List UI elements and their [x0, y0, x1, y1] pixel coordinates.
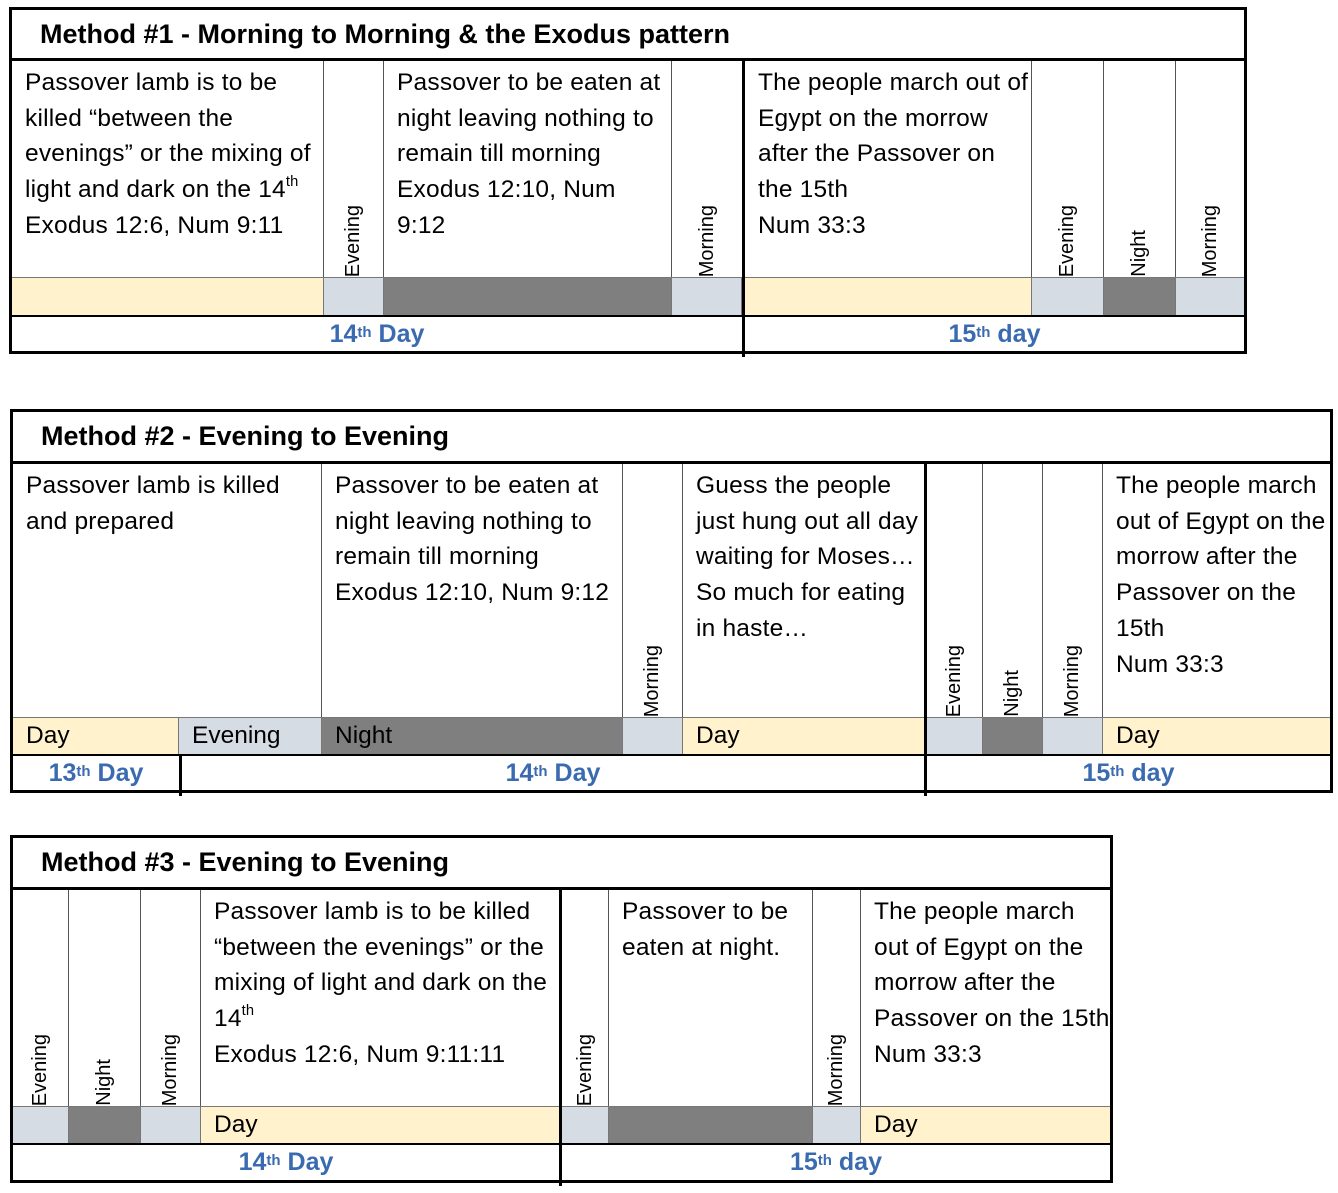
method2-title: Method #2 - Evening to Evening [13, 412, 1330, 464]
m2-bar-day: Day [13, 717, 179, 754]
m3-march-ref: Num 33:3 [874, 1040, 982, 1068]
m1-bar-morning2 [1176, 277, 1244, 315]
m2-march-cell: The people march out of Egypt on the mor… [1103, 464, 1330, 717]
m2-guess-text: Guess the people just hung out all day w… [696, 472, 919, 571]
m3-bar-evening [13, 1106, 69, 1143]
m1-morning2-label: Morning [1198, 204, 1221, 277]
m3-morning2-label: Morning [813, 890, 861, 1106]
m2-eaten-text: Passover to be eaten at night leaving no… [335, 472, 599, 571]
m3-bar-morning2 [813, 1106, 861, 1143]
m2-eaten-cell: Passover to be eaten at night leaving no… [322, 464, 623, 717]
m1-march-ref: Num 33:3 [758, 211, 866, 239]
m1-bar-evening2 [1032, 277, 1104, 315]
m1-lamb-ref: Exodus 12:6, Num 9:11 [25, 211, 284, 239]
m2-lamb-text: Passover lamb is killed and prepared [26, 472, 280, 535]
m3-divider [559, 890, 562, 1186]
m2-morning-label: Morning [623, 464, 683, 717]
m3-bar-day: Day [201, 1106, 559, 1143]
m1-divider [742, 61, 745, 357]
m3-bar-day2: Day [861, 1106, 1110, 1143]
m2-night-label: Night [983, 464, 1043, 717]
m3-night-label: Night [69, 890, 141, 1106]
m1-bar-evening [324, 277, 384, 315]
m2-march-text: The people march out of Egypt on the mor… [1116, 472, 1326, 642]
m3-march-text: The people march out of Egypt on the mor… [874, 898, 1110, 1033]
m3-lamb-text: Passover lamb is to be killed “between t… [214, 898, 548, 1033]
m1-night-label: Night [1104, 61, 1176, 277]
m1-bar-night2 [1104, 277, 1176, 315]
m2-bar-day2: Day [683, 717, 924, 754]
m3-bar-morning [141, 1106, 201, 1143]
m3-eaten-text: Passover to be eaten at night. [622, 898, 789, 961]
m1-morning-label: Morning [695, 204, 718, 277]
m1-bar-day2 [745, 277, 1032, 315]
method1-title: Method #1 - Morning to Morning & the Exo… [12, 10, 1244, 61]
m2-eaten-ref: Exodus 12:10, Num 9:12 [335, 579, 610, 607]
m3-bar-night [69, 1106, 141, 1143]
m3-bar-night2 [609, 1106, 813, 1143]
m1-bar-morning [672, 277, 742, 315]
m2-march-ref: Num 33:3 [1116, 650, 1224, 678]
m1-lamb-cell: Passover lamb is to be killed “between t… [12, 61, 324, 277]
m1-bar-night [384, 277, 672, 315]
m2-bar-night2 [983, 717, 1043, 754]
m2-bar-morning [623, 717, 683, 754]
m2-morning2-label: Morning [1043, 464, 1103, 717]
m3-lamb-cell: Passover lamb is to be killed “between t… [201, 890, 559, 1106]
m3-march-cell: The people march out of Egypt on the mor… [861, 890, 1110, 1106]
m3-evening-label: Evening [13, 890, 69, 1106]
m1-evening-label: Evening [324, 61, 384, 277]
m1-march-text: The people march out of Egypt on the mor… [758, 69, 1029, 204]
m3-evening2-label: Evening [562, 890, 609, 1106]
m2-lamb-cell: Passover lamb is killed and prepared [13, 464, 322, 717]
m3-morning-label: Morning [141, 890, 201, 1106]
m1-eaten-text: Passover to be eaten at night leaving no… [397, 69, 661, 168]
m2-bar-night: Night [322, 717, 623, 754]
m1-eaten-ref: Exodus 12:10, Num 9:12 [397, 176, 616, 239]
method2-panel: Method #2 - Evening to Evening Passover … [10, 409, 1333, 796]
m2-haste-text: So much for eating in haste… [696, 579, 906, 642]
m3-lamb-ref: Exodus 12:6, Num 9:11:11 [214, 1040, 506, 1068]
method3-title: Method #3 - Evening to Evening [13, 838, 1110, 890]
m2-divider [924, 464, 927, 796]
method1-panel: Method #1 - Morning to Morning & the Exo… [9, 7, 1247, 357]
m2-bar-evening2 [927, 717, 983, 754]
m2-evening-label: Evening [927, 464, 983, 717]
m2-bar-evening: Evening [179, 717, 322, 754]
m2-bar-morning2 [1043, 717, 1103, 754]
m3-eaten-cell: Passover to be eaten at night. [609, 890, 813, 1106]
m1-lamb-sup: th [285, 174, 299, 191]
m1-evening2-label: Evening [1032, 61, 1104, 277]
m2-bar-day3: Day [1103, 717, 1330, 754]
m2-day-divider [179, 754, 182, 796]
m1-lamb-text: Passover lamb is to be killed “between t… [25, 69, 311, 204]
method3-panel: Method #3 - Evening to Evening Evening N… [10, 835, 1113, 1186]
m1-bar-day [12, 277, 324, 315]
m1-march-cell: The people march out of Egypt on the mor… [745, 61, 1032, 277]
m1-eaten-cell: Passover to be eaten at night leaving no… [384, 61, 672, 277]
m2-guess-cell: Guess the people just hung out all day w… [683, 464, 924, 717]
m3-bar-evening2 [562, 1106, 609, 1143]
m3-lamb-sup: th [241, 1003, 255, 1020]
